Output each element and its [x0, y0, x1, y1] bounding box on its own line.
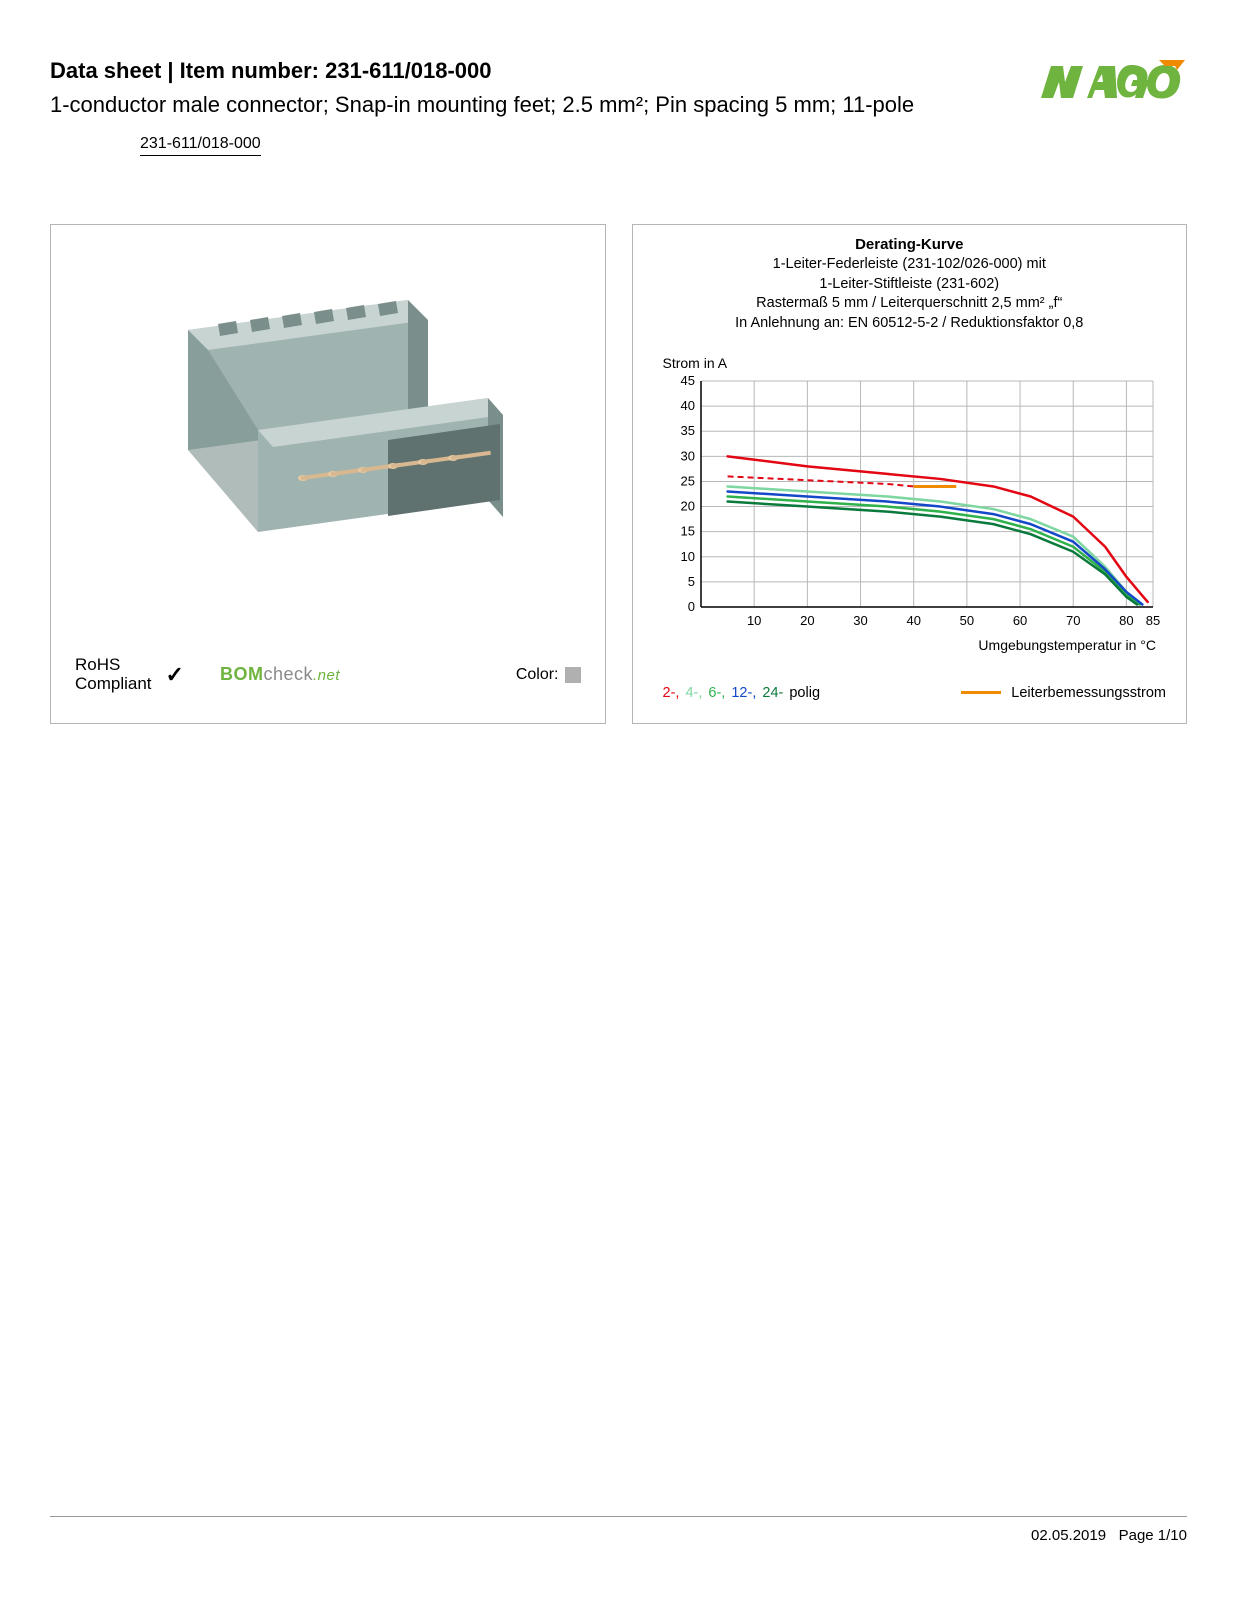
item-number-link[interactable]: 231-611/018-000 [140, 135, 261, 156]
chart-ylabel: Strom in A [663, 355, 728, 371]
svg-text:40: 40 [906, 613, 920, 628]
svg-text:45: 45 [680, 375, 694, 388]
color-label: Color: [516, 666, 581, 684]
derating-chart: 0 5 10 15 20 25 30 35 40 45 10 20 30 40 50 60 70 80 85 [663, 375, 1163, 625]
check-icon: ✓ [166, 662, 184, 688]
svg-text:20: 20 [800, 613, 814, 628]
svg-text:25: 25 [680, 473, 694, 488]
legend-poles: 2-, 4-, 6-, 12-, 24- polig [663, 685, 823, 701]
svg-text:10: 10 [680, 549, 694, 564]
svg-text:20: 20 [680, 498, 694, 513]
chart-header: Derating-Kurve 1-Leiter-Federleiste (231… [633, 225, 1187, 338]
svg-text:30: 30 [680, 448, 694, 463]
svg-text:0: 0 [687, 599, 694, 614]
svg-text:40: 40 [680, 398, 694, 413]
product-image-panel: RoHS Compliant ✓ BOMcheck.net Color: [50, 224, 606, 724]
footer-page: Page 1/10 [1119, 1527, 1187, 1544]
svg-text:85: 85 [1145, 613, 1159, 628]
derating-chart-panel: Derating-Kurve 1-Leiter-Federleiste (231… [632, 224, 1188, 724]
svg-text:30: 30 [853, 613, 867, 628]
svg-text:15: 15 [680, 523, 694, 538]
wago-logo [1037, 58, 1187, 113]
subtitle: 1-conductor male connector; Snap-in moun… [50, 90, 997, 121]
product-image [71, 245, 585, 595]
svg-text:60: 60 [1012, 613, 1026, 628]
footer: 02.05.2019 Page 1/10 [50, 1516, 1187, 1544]
bomcheck-badge: BOMcheck.net [220, 664, 340, 685]
footer-date: 02.05.2019 [1031, 1527, 1106, 1544]
svg-text:5: 5 [687, 574, 694, 589]
svg-text:80: 80 [1119, 613, 1133, 628]
title-prefix: Data sheet | Item number: [50, 58, 325, 83]
svg-text:50: 50 [959, 613, 973, 628]
svg-text:10: 10 [746, 613, 760, 628]
chart-xlabel: Umgebungstemperatur in °C [978, 637, 1156, 653]
title-item-number: 231-611/018-000 [325, 58, 491, 83]
rohs-badge: RoHS Compliant [75, 656, 152, 693]
color-swatch [565, 667, 581, 683]
svg-text:70: 70 [1066, 613, 1080, 628]
svg-text:35: 35 [680, 423, 694, 438]
legend-current: Leiterbemessungsstrom [961, 685, 1166, 701]
